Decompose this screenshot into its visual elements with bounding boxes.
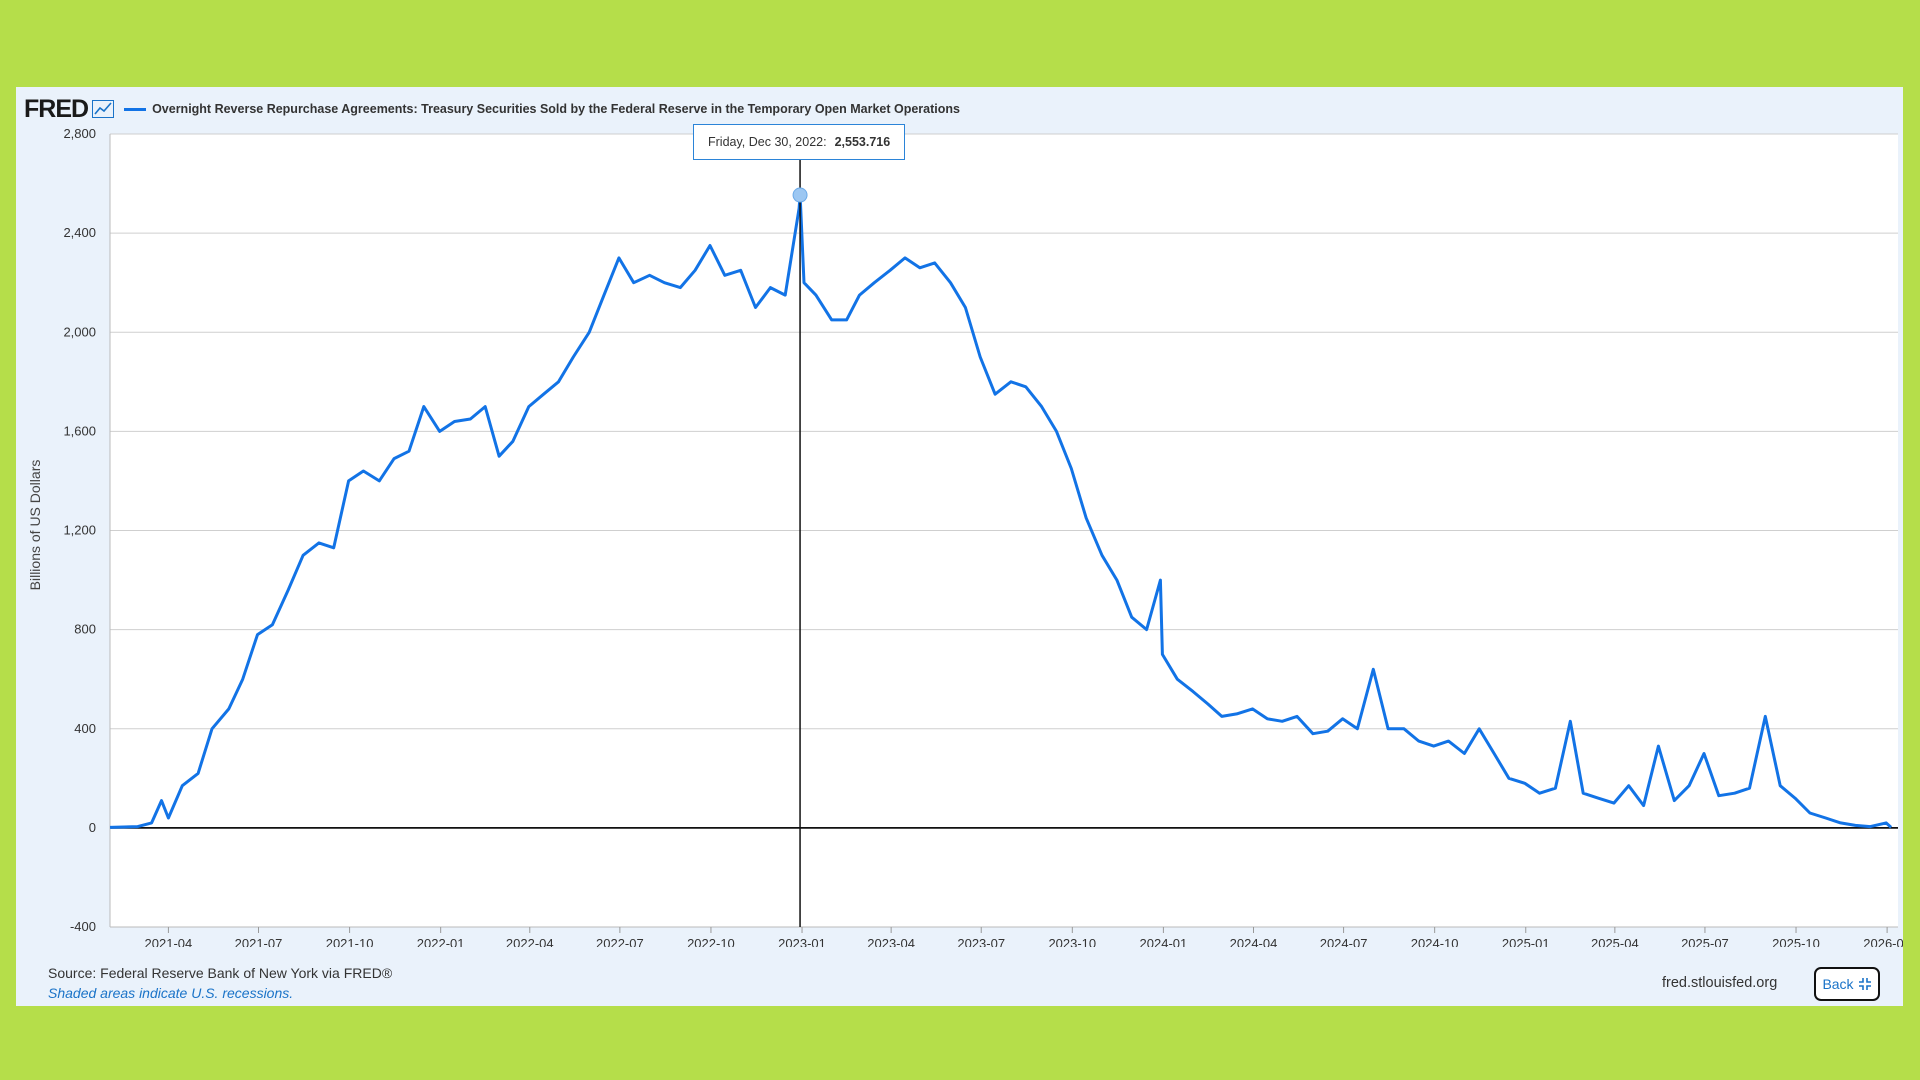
y-tick-label: 2,800 (63, 126, 96, 141)
series-title: Overnight Reverse Repurchase Agreements:… (152, 102, 960, 116)
x-tick-label: 2021-10 (326, 936, 374, 947)
y-tick-label: -400 (70, 919, 96, 934)
x-tick-label: 2026-01 (1863, 936, 1903, 947)
x-tick-label: 2024-01 (1140, 936, 1188, 947)
x-tick-label: 2023-10 (1048, 936, 1096, 947)
y-tick-label: 800 (74, 622, 96, 637)
x-tick-label: 2022-10 (687, 936, 735, 947)
site-link[interactable]: fred.stlouisfed.org (1662, 975, 1778, 991)
y-tick-label: 400 (74, 721, 96, 736)
x-tick-label: 2025-01 (1502, 936, 1550, 947)
x-tick-label: 2024-10 (1411, 936, 1459, 947)
chart-panel: FRED Overnight Reverse Repurchase Agreem… (16, 87, 1903, 1006)
tooltip: Friday, Dec 30, 2022: 2,553.716 (693, 124, 906, 160)
fred-logo[interactable]: FRED (24, 94, 89, 123)
source-text: Source: Federal Reserve Bank of New York… (48, 965, 393, 981)
x-tick-label: 2022-01 (417, 936, 465, 947)
series-group (109, 193, 1893, 829)
back-button[interactable]: Back (1814, 967, 1880, 1001)
recession-note[interactable]: Shaded areas indicate U.S. recessions. (48, 985, 294, 1001)
gridlines (109, 133, 1898, 928)
line-chart[interactable]: -400 0 400 800 1,200 1,600 2,000 2,400 2,800 202… (16, 87, 1903, 947)
y-tick-label: 2,000 (63, 324, 96, 339)
y-tick-label: 1,600 (63, 423, 96, 438)
x-tick-label: 2021-07 (235, 936, 283, 947)
x-tick-label: 2022-07 (596, 936, 644, 947)
hover-marker[interactable] (792, 187, 808, 203)
x-tick-label: 2024-04 (1230, 936, 1278, 947)
y-tick-label: 2,400 (63, 225, 96, 240)
y-axis-label: Billions of US Dollars (27, 460, 43, 591)
x-tick-label: 2023-01 (778, 936, 826, 947)
x-tick-label: 2022-04 (506, 936, 554, 947)
x-tick-label: 2025-04 (1591, 936, 1639, 947)
x-tick-label: 2024-07 (1320, 936, 1368, 947)
x-tick-label: 2023-07 (957, 936, 1005, 947)
collapse-arrows-icon (1858, 978, 1871, 990)
x-tick-label: 2021-04 (145, 936, 193, 947)
chart-line-icon (92, 100, 115, 118)
back-label: Back (1822, 976, 1854, 992)
x-axis-ticks: 2021-04 2021-07 2021-10 2022-01 2022-04 2022-… (145, 927, 1903, 947)
x-tick-label: 2025-10 (1772, 936, 1820, 947)
legend-swatch (124, 107, 147, 111)
chart-header: FRED Overnight Reverse Repurchase Agreem… (24, 94, 960, 123)
x-tick-label: 2023-04 (867, 936, 915, 947)
y-tick-label: 0 (89, 820, 96, 835)
y-tick-label: 1,200 (63, 523, 96, 538)
tooltip-value: 2,553.716 (834, 135, 891, 149)
tooltip-date: Friday, Dec 30, 2022: (708, 135, 827, 149)
y-axis-ticks: -400 0 400 800 1,200 1,600 2,000 2,400 2,800 (63, 126, 96, 934)
hover-layer (792, 154, 808, 927)
x-tick-label: 2025-07 (1681, 936, 1729, 947)
